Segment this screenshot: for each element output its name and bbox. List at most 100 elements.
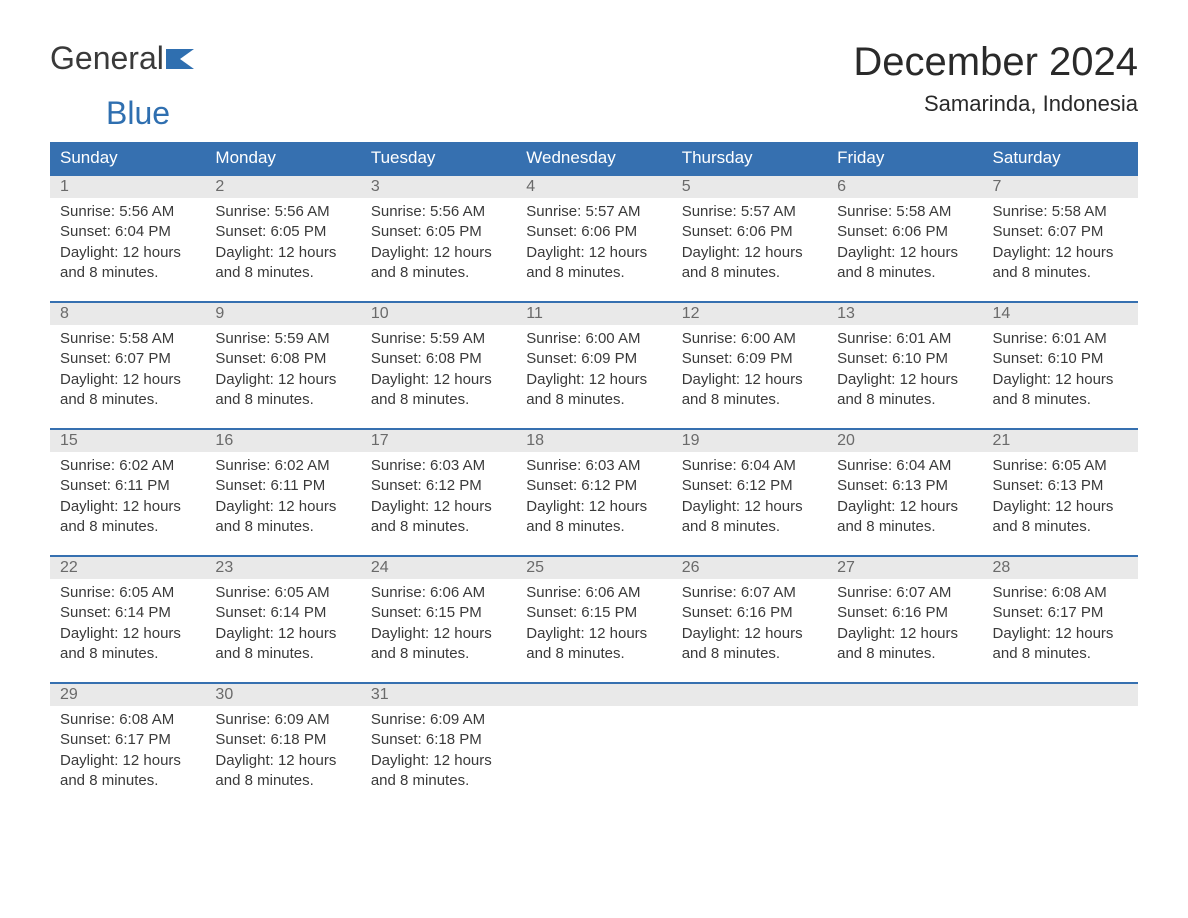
daylight-text: Daylight: 12 hours — [837, 370, 972, 390]
daylight-text: and 8 minutes. — [526, 263, 661, 283]
sunrise-text: Sunrise: 6:00 AM — [526, 329, 661, 349]
day-content: Sunrise: 5:57 AMSunset: 6:06 PMDaylight:… — [672, 198, 827, 291]
calendar-cell: 16Sunrise: 6:02 AMSunset: 6:11 PMDayligh… — [205, 428, 360, 555]
daylight-text: and 8 minutes. — [60, 771, 195, 791]
day-content: Sunrise: 6:02 AMSunset: 6:11 PMDaylight:… — [50, 452, 205, 545]
sunset-text: Sunset: 6:14 PM — [60, 603, 195, 623]
daylight-text: and 8 minutes. — [215, 771, 350, 791]
sunrise-text: Sunrise: 6:02 AM — [60, 456, 195, 476]
calendar-cell-empty — [672, 682, 827, 809]
day-content: Sunrise: 6:00 AMSunset: 6:09 PMDaylight:… — [516, 325, 671, 418]
daylight-text: Daylight: 12 hours — [371, 497, 506, 517]
daylight-text: and 8 minutes. — [682, 644, 817, 664]
calendar-cell: 24Sunrise: 6:06 AMSunset: 6:15 PMDayligh… — [361, 555, 516, 682]
calendar-cell: 27Sunrise: 6:07 AMSunset: 6:16 PMDayligh… — [827, 555, 982, 682]
sunrise-text: Sunrise: 5:58 AM — [60, 329, 195, 349]
sunset-text: Sunset: 6:14 PM — [215, 603, 350, 623]
sunset-text: Sunset: 6:17 PM — [993, 603, 1128, 623]
sunrise-text: Sunrise: 6:08 AM — [993, 583, 1128, 603]
day-content: Sunrise: 5:58 AMSunset: 6:06 PMDaylight:… — [827, 198, 982, 291]
calendar-row: 22Sunrise: 6:05 AMSunset: 6:14 PMDayligh… — [50, 555, 1138, 682]
daylight-text: Daylight: 12 hours — [60, 751, 195, 771]
calendar-table: Sunday Monday Tuesday Wednesday Thursday… — [50, 142, 1138, 809]
weekday-header: Monday — [205, 142, 360, 174]
calendar-cell: 31Sunrise: 6:09 AMSunset: 6:18 PMDayligh… — [361, 682, 516, 809]
daylight-text: Daylight: 12 hours — [371, 243, 506, 263]
sunset-text: Sunset: 6:09 PM — [682, 349, 817, 369]
calendar-cell: 1Sunrise: 5:56 AMSunset: 6:04 PMDaylight… — [50, 174, 205, 301]
day-content: Sunrise: 5:57 AMSunset: 6:06 PMDaylight:… — [516, 198, 671, 291]
calendar-cell: 21Sunrise: 6:05 AMSunset: 6:13 PMDayligh… — [983, 428, 1138, 555]
day-number: 14 — [983, 301, 1138, 325]
day-content: Sunrise: 6:04 AMSunset: 6:13 PMDaylight:… — [827, 452, 982, 545]
daylight-text: and 8 minutes. — [60, 517, 195, 537]
daylight-text: and 8 minutes. — [371, 390, 506, 410]
day-content: Sunrise: 6:08 AMSunset: 6:17 PMDaylight:… — [50, 706, 205, 799]
calendar-cell: 2 Sunrise: 5:56 AMSunset: 6:05 PMDaylight… — [205, 174, 360, 301]
sunset-text: Sunset: 6:18 PM — [215, 730, 350, 750]
day-number: 21 — [983, 428, 1138, 452]
sunset-text: Sunset: 6:12 PM — [682, 476, 817, 496]
calendar-cell: 3Sunrise: 5:56 AMSunset: 6:05 PMDaylight… — [361, 174, 516, 301]
daylight-text: and 8 minutes. — [682, 390, 817, 410]
sunrise-text: Sunrise: 5:56 AM — [60, 202, 195, 222]
daylight-text: and 8 minutes. — [371, 263, 506, 283]
daylight-text: Daylight: 12 hours — [215, 751, 350, 771]
sunset-text: Sunset: 6:15 PM — [526, 603, 661, 623]
day-number: 12 — [672, 301, 827, 325]
daylight-text: Daylight: 12 hours — [60, 497, 195, 517]
day-number: 30 — [205, 682, 360, 706]
sunset-text: Sunset: 6:10 PM — [837, 349, 972, 369]
daylight-text: and 8 minutes. — [993, 263, 1128, 283]
sunset-text: Sunset: 6:05 PM — [215, 222, 350, 242]
day-content: Sunrise: 6:05 AMSunset: 6:14 PMDaylight:… — [50, 579, 205, 672]
day-content: Sunrise: 6:02 AMSunset: 6:11 PMDaylight:… — [205, 452, 360, 545]
day-number: 11 — [516, 301, 671, 325]
daylight-text: Daylight: 12 hours — [682, 624, 817, 644]
daylight-text: Daylight: 12 hours — [837, 624, 972, 644]
day-number-empty — [983, 682, 1138, 706]
calendar-cell: 7Sunrise: 5:58 AMSunset: 6:07 PMDaylight… — [983, 174, 1138, 301]
daylight-text: Daylight: 12 hours — [60, 624, 195, 644]
daylight-text: and 8 minutes. — [60, 644, 195, 664]
sunrise-text: Sunrise: 5:56 AM — [215, 202, 350, 222]
daylight-text: and 8 minutes. — [993, 644, 1128, 664]
weekday-header: Friday — [827, 142, 982, 174]
day-content: Sunrise: 6:06 AMSunset: 6:15 PMDaylight:… — [361, 579, 516, 672]
day-content: Sunrise: 5:59 AMSunset: 6:08 PMDaylight:… — [361, 325, 516, 418]
sunrise-text: Sunrise: 6:03 AM — [526, 456, 661, 476]
daylight-text: and 8 minutes. — [993, 390, 1128, 410]
calendar-cell: 25Sunrise: 6:06 AMSunset: 6:15 PMDayligh… — [516, 555, 671, 682]
sunset-text: Sunset: 6:10 PM — [993, 349, 1128, 369]
sunset-text: Sunset: 6:13 PM — [837, 476, 972, 496]
sunset-text: Sunset: 6:16 PM — [682, 603, 817, 623]
daylight-text: Daylight: 12 hours — [682, 370, 817, 390]
daylight-text: Daylight: 12 hours — [993, 370, 1128, 390]
sunrise-text: Sunrise: 6:05 AM — [215, 583, 350, 603]
daylight-text: and 8 minutes. — [837, 263, 972, 283]
daylight-text: Daylight: 12 hours — [215, 243, 350, 263]
calendar-cell: 30Sunrise: 6:09 AMSunset: 6:18 PMDayligh… — [205, 682, 360, 809]
sunset-text: Sunset: 6:11 PM — [215, 476, 350, 496]
logo-text-blue: Blue — [106, 95, 170, 131]
daylight-text: Daylight: 12 hours — [60, 243, 195, 263]
sunrise-text: Sunrise: 6:07 AM — [837, 583, 972, 603]
day-number: 16 — [205, 428, 360, 452]
sunrise-text: Sunrise: 6:03 AM — [371, 456, 506, 476]
day-number: 17 — [361, 428, 516, 452]
daylight-text: and 8 minutes. — [60, 390, 195, 410]
daylight-text: and 8 minutes. — [682, 517, 817, 537]
day-content: Sunrise: 6:09 AMSunset: 6:18 PMDaylight:… — [205, 706, 360, 799]
day-content: Sunrise: 6:04 AMSunset: 6:12 PMDaylight:… — [672, 452, 827, 545]
sunset-text: Sunset: 6:05 PM — [371, 222, 506, 242]
day-number: 4 — [516, 174, 671, 198]
day-number: 15 — [50, 428, 205, 452]
sunrise-text: Sunrise: 6:02 AM — [215, 456, 350, 476]
calendar-cell: 6Sunrise: 5:58 AMSunset: 6:06 PMDaylight… — [827, 174, 982, 301]
sunrise-text: Sunrise: 6:04 AM — [682, 456, 817, 476]
calendar-cell: 15Sunrise: 6:02 AMSunset: 6:11 PMDayligh… — [50, 428, 205, 555]
sunrise-text: Sunrise: 5:57 AM — [682, 202, 817, 222]
sunrise-text: Sunrise: 6:01 AM — [993, 329, 1128, 349]
day-number: 2 — [205, 174, 360, 198]
daylight-text: and 8 minutes. — [371, 771, 506, 791]
